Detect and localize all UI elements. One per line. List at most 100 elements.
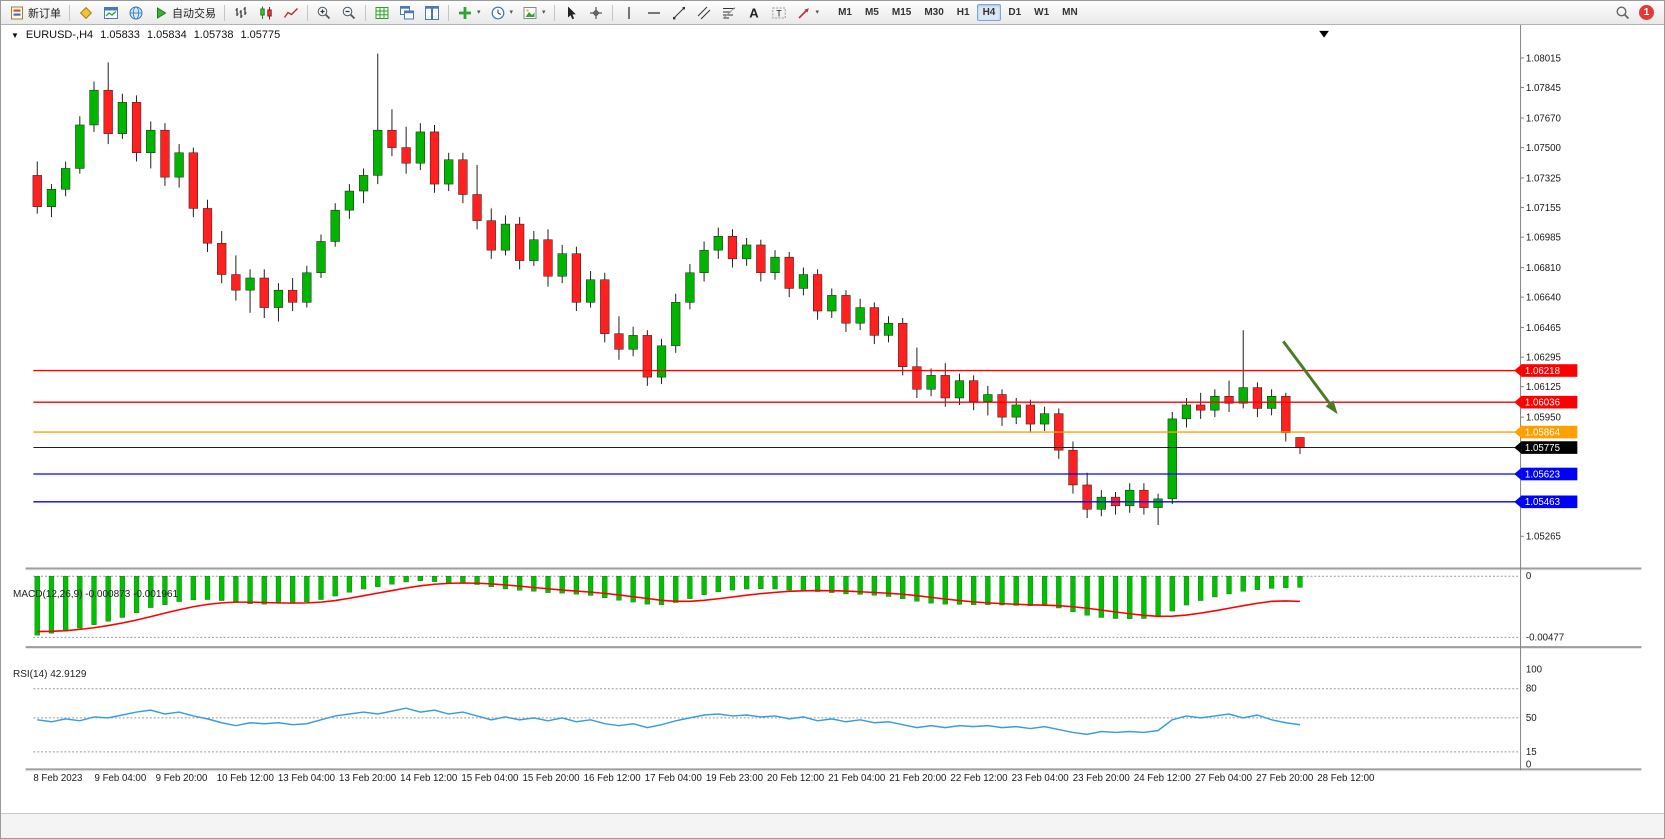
cascade-windows-button[interactable] [395,2,419,24]
svg-text:13 Feb 20:00: 13 Feb 20:00 [339,773,397,784]
toolbar-separator [611,4,613,21]
candlestick-icon [258,5,274,21]
timeframe-button-m30[interactable]: M30 [924,7,944,18]
svg-text:0: 0 [1526,571,1532,582]
chart-canvas[interactable]: 1.08015 1.07845 1.07670 1.07500 1.07325 1.071… [1,25,1665,813]
autot rading-button[interactable]: 自动交易 [149,2,220,24]
svg-text:19 Feb 23:00: 19 Feb 23:00 [706,773,764,784]
timeframe-button-m5[interactable]: M5 [864,7,879,18]
periods-button[interactable]: ▾ [486,2,518,24]
svg-text:27 Feb 20:00: 27 Feb 20:00 [1256,773,1314,784]
toolbar-separator [224,4,225,21]
svg-text:24 Feb 12:00: 24 Feb 12:00 [1134,773,1192,784]
toolbar-right-group: 1 [1615,5,1654,21]
bar-chart-mode-button[interactable] [229,2,253,24]
svg-text:1.08015: 1.08015 [1526,53,1561,64]
autotrading-label: 自动交易 [172,7,216,20]
main-toolbar: 新订单 自动交易 [1,1,1664,25]
zoom-in-icon [316,5,332,21]
svg-text:17 Feb 04:00: 17 Feb 04:00 [645,773,703,784]
timeframe-button-d1[interactable]: D1 [1008,7,1022,18]
chevron-down-icon: ▾ [815,9,820,16]
one-click-trading-toggle[interactable]: ▼ [11,30,19,40]
svg-text:80: 80 [1526,684,1537,695]
zoom-in-button[interactable] [312,2,336,24]
svg-text:1.06295: 1.06295 [1526,353,1561,364]
horizontal-line-tool-button[interactable] [642,2,666,24]
tile-windows-button[interactable] [420,2,444,24]
globe-icon [128,5,144,21]
notification-badge[interactable]: 1 [1639,5,1654,20]
timeframe-button-h4[interactable]: H4 [976,4,1002,21]
svg-text:1.05623: 1.05623 [1525,469,1560,480]
ohlc-low: 1.05738 [193,29,234,41]
arrows-icon [796,5,812,21]
macd-name: MACD(12,26,9) [13,589,83,600]
cursor-tool-button[interactable] [559,2,583,24]
svg-text:1.05463: 1.05463 [1525,497,1560,508]
trendline-icon [671,5,687,21]
ohlc-close: 1.05775 [240,29,281,41]
toolbar-separator [553,4,555,21]
add-indicator-icon [457,5,473,21]
channel-tool-button[interactable] [692,2,716,24]
ohlc-open: 1.05833 [100,29,140,41]
trendline-tool-button[interactable] [667,2,691,24]
svg-text:1.07845: 1.07845 [1526,83,1561,94]
svg-text:1.06036: 1.06036 [1525,398,1560,409]
toolbar-separator [307,4,308,21]
rsi-value: 42.9129 [50,669,87,680]
timeframe-button-w1[interactable]: W1 [1034,7,1050,18]
new-order-button[interactable]: 新订单 [5,2,65,24]
arrows-tool-button[interactable]: ▾ [792,2,824,24]
timeframe-button-mn[interactable]: MN [1062,7,1078,18]
timeframe-button-h1[interactable]: H1 [956,7,970,18]
cursor-icon [563,5,579,21]
crosshair-icon [588,5,604,21]
svg-text:13 Feb 04:00: 13 Feb 04:00 [278,773,336,784]
timeframe-button-m15[interactable]: M15 [891,7,912,18]
new-chart-window-button[interactable] [99,2,123,24]
text-label-icon: T [771,5,787,21]
text-tool-button[interactable]: A [742,2,766,24]
svg-text:1.05950: 1.05950 [1526,413,1562,424]
chart-window-icon [103,5,119,21]
svg-text:8 Feb 2023: 8 Feb 2023 [33,773,82,784]
svg-text:50: 50 [1526,713,1537,724]
timeframe-buttons: M1 M5 M15 M30 H1 H4 D1 W1 MN [832,4,1084,21]
zoom-out-icon [341,5,357,21]
zoom-out-button[interactable] [337,2,361,24]
crosshair-tool-button[interactable] [584,2,608,24]
templates-button[interactable]: ▾ [518,2,550,24]
svg-text:1.06810: 1.06810 [1526,263,1562,274]
rsi-name: RSI(14) [13,669,48,680]
text-icon: A [746,5,762,21]
svg-text:1.07325: 1.07325 [1526,173,1561,184]
fibonacci-tool-button[interactable] [717,2,741,24]
chart-header: ▼ EURUSD-,H4 1.05833 1.05834 1.05738 1.0… [11,29,280,41]
cascade-windows-icon [399,5,415,21]
horizontal-line-icon [646,5,662,21]
text-label-tool-button[interactable]: T [767,2,791,24]
line-chart-mode-button[interactable] [279,2,303,24]
symbols-icon [78,5,94,21]
svg-text:0: 0 [1526,759,1532,770]
community-button[interactable] [124,2,148,24]
svg-text:22 Feb 12:00: 22 Feb 12:00 [950,773,1008,784]
vertical-line-tool-button[interactable] [617,2,641,24]
window-bottom-strip [1,813,1664,838]
svg-text:-0.00477: -0.00477 [1526,632,1564,643]
chevron-down-icon: ▾ [509,9,514,16]
timeframe-button-m1[interactable]: M1 [838,7,852,18]
search-icon[interactable] [1615,5,1631,21]
candlestick-mode-button[interactable] [254,2,278,24]
grid-button[interactable] [370,2,394,24]
add-indicator-button[interactable]: ▾ [453,2,485,24]
svg-text:1.06640: 1.06640 [1526,293,1562,304]
svg-text:15: 15 [1526,747,1537,758]
svg-text:1.06125: 1.06125 [1526,382,1561,393]
symbols-button[interactable] [74,2,98,24]
grid-icon [374,5,390,21]
macd-values: -0.000873 -0.001961 [85,589,179,600]
svg-text:23 Feb 20:00: 23 Feb 20:00 [1073,773,1131,784]
